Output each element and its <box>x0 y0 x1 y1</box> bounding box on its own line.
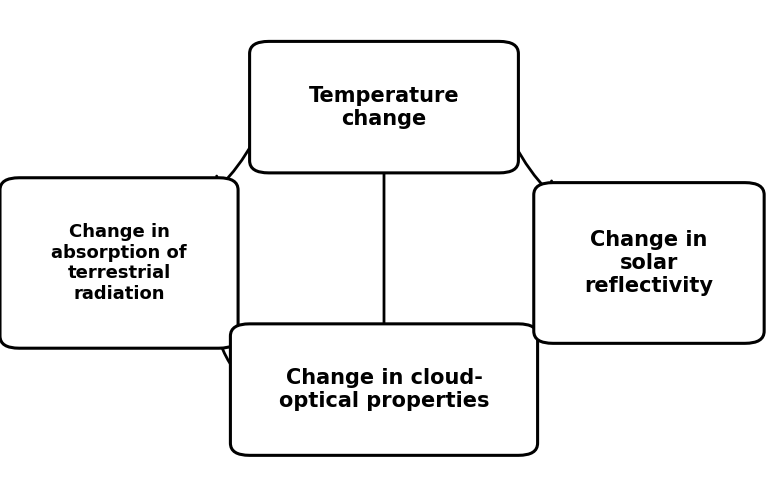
FancyBboxPatch shape <box>0 178 238 348</box>
Text: Temperature
change: Temperature change <box>309 86 459 129</box>
FancyBboxPatch shape <box>230 324 538 455</box>
Text: Change in
absorption of
terrestrial
radiation: Change in absorption of terrestrial radi… <box>51 223 187 303</box>
FancyBboxPatch shape <box>534 183 764 343</box>
FancyBboxPatch shape <box>250 41 518 173</box>
Text: Change in
solar
reflectivity: Change in solar reflectivity <box>584 230 713 296</box>
Text: Change in cloud-
optical properties: Change in cloud- optical properties <box>279 368 489 411</box>
